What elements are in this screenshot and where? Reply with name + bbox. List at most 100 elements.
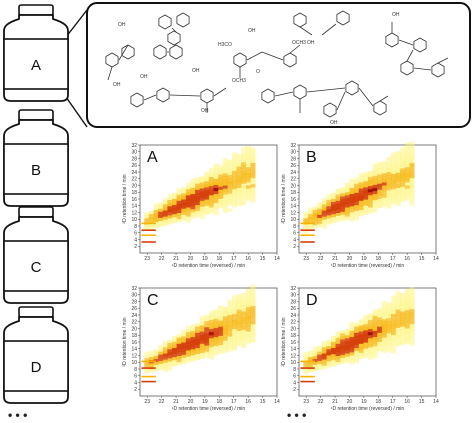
heat-cell [227, 184, 233, 188]
heat-cell [195, 335, 201, 339]
heat-cell [195, 356, 201, 361]
heat-cell [349, 199, 355, 204]
heat-cell [354, 198, 360, 202]
heat-cell [185, 189, 191, 193]
heat-cell [303, 358, 309, 362]
heat-cell [185, 347, 191, 351]
heat-cell [386, 336, 392, 340]
heat-cell [381, 200, 387, 204]
heat-cell [218, 177, 224, 181]
heat-cell [400, 323, 406, 327]
heat-cell [317, 202, 323, 206]
heat-cell [391, 335, 396, 339]
heat-cell [400, 308, 406, 312]
heat-cell [204, 187, 210, 191]
heat-cell [245, 188, 251, 192]
x-tick-label: 19 [361, 399, 367, 405]
heat-cell [144, 370, 150, 374]
heat-cell [381, 197, 387, 201]
heat-cell [208, 192, 214, 196]
x-tick-label: 21 [173, 399, 179, 405]
heat-cell [344, 332, 350, 336]
heat-cell [250, 187, 256, 191]
heat-cell [331, 363, 336, 367]
heat-cell [245, 145, 251, 150]
heat-cell [400, 183, 406, 187]
heat-cell [395, 333, 401, 338]
heat-cell [404, 173, 410, 177]
heat-cell [176, 361, 182, 366]
heat-streak [141, 229, 156, 231]
y-tick-label: 22 [131, 320, 137, 326]
heat-cell [340, 187, 346, 191]
heat-cell [386, 339, 392, 343]
heat-cell [208, 198, 214, 202]
heat-cell [245, 161, 251, 165]
heat-cell [367, 341, 373, 345]
heat-cell [208, 316, 214, 321]
heat-cell [185, 335, 191, 339]
heat-cell [176, 352, 182, 356]
heat-cell [213, 327, 219, 331]
heat-cell [176, 337, 182, 341]
heat-cell [400, 338, 406, 342]
heat-cell [303, 218, 309, 222]
heat-cell [321, 201, 327, 205]
heat-cell [167, 209, 173, 213]
heat-cell [377, 162, 383, 166]
heat-cell [185, 201, 191, 205]
heat-cell [349, 358, 355, 362]
heat-cell [395, 342, 401, 347]
heat-cell [391, 347, 396, 351]
x-axis-label: ¹D retention time (reversed) / min [172, 406, 246, 412]
heat-cell [172, 353, 177, 358]
heat-cell [391, 341, 396, 345]
heat-cell [162, 344, 168, 348]
heat-cell [404, 191, 410, 195]
heat-cell [400, 192, 406, 196]
heat-cell [158, 360, 164, 364]
heat-cell [172, 207, 177, 212]
heat-cell [236, 330, 242, 334]
heat-cell [381, 307, 387, 311]
heat-cell [358, 176, 364, 180]
heat-cell [391, 182, 396, 187]
heat-cell [354, 204, 360, 209]
heat-cell [340, 357, 346, 361]
heat-cell [391, 198, 396, 202]
heat-cell [148, 363, 154, 367]
heat-cell [250, 311, 256, 316]
heat-cell [218, 311, 224, 315]
heat-cell [367, 201, 373, 205]
heat-cell [158, 208, 164, 212]
heat-cell [176, 197, 182, 201]
heat-cell [167, 361, 173, 365]
y-tick-label: 12 [290, 210, 296, 216]
heat-cell [354, 192, 360, 196]
sample-bottles: A B C D [3, 4, 69, 404]
heat-cell [377, 183, 383, 187]
heat-cell [185, 207, 191, 211]
heat-cell [176, 358, 182, 363]
heat-cell [367, 185, 373, 190]
heat-cell [172, 344, 177, 349]
heat-cell [386, 333, 392, 337]
heat-cell [245, 151, 251, 156]
x-tick-label: 20 [347, 256, 353, 262]
y-tick-label: 14 [290, 204, 296, 210]
x-tick-label: 16 [245, 256, 251, 262]
heat-cell [213, 324, 219, 328]
y-tick-label: 16 [131, 340, 137, 346]
heat-cell [335, 352, 341, 356]
heat-cell [372, 193, 378, 198]
heat-cell [354, 213, 360, 218]
heat-cell [321, 341, 327, 345]
benzene-ring [385, 32, 399, 48]
heat-cell [199, 328, 205, 332]
x-tick-label: 19 [202, 399, 208, 405]
heat-cell [241, 192, 247, 196]
heat-cell [377, 326, 383, 330]
heat-cell [148, 210, 154, 215]
heat-cell [190, 327, 196, 332]
heat-cell [303, 352, 309, 356]
